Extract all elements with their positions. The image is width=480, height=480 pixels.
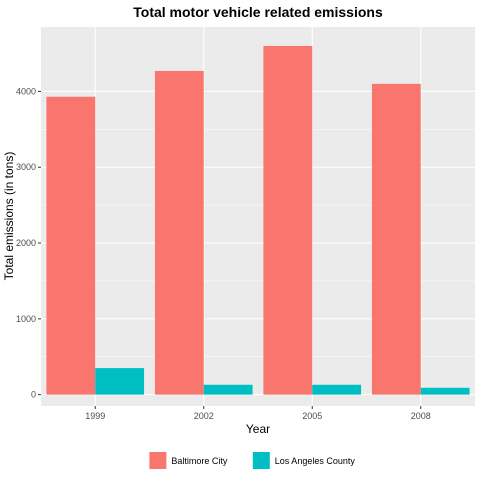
x-axis-title: Year xyxy=(246,422,270,436)
bar-baltimore-city-1999 xyxy=(46,96,96,395)
bar-baltimore-city-2002 xyxy=(154,70,204,395)
y-tick-label: 3000 xyxy=(16,162,36,172)
legend-swatch xyxy=(252,452,270,469)
chart-title: Total motor vehicle related emissions xyxy=(133,4,383,20)
y-tick-label: 2000 xyxy=(16,238,36,248)
x-tick-label: 2002 xyxy=(194,411,214,421)
y-tick-label: 4000 xyxy=(16,86,36,96)
y-tick-label: 1000 xyxy=(16,314,36,324)
bar-baltimore-city-2005 xyxy=(263,45,313,395)
x-tick-label: 2005 xyxy=(302,411,322,421)
legend-label: Los Angeles County xyxy=(275,456,356,466)
x-tick-label: 1999 xyxy=(85,411,105,421)
bar-los-angeles-county-2005 xyxy=(312,384,362,395)
legend-label: Baltimore City xyxy=(171,456,228,466)
x-tick-label: 2008 xyxy=(411,411,431,421)
y-axis-title: Total emissions (in tons) xyxy=(2,152,16,281)
bar-los-angeles-county-1999 xyxy=(95,368,145,395)
bars xyxy=(46,45,470,395)
x-axis-ticks: 1999 2002 2005 2008 xyxy=(85,406,431,421)
bar-los-angeles-county-2008 xyxy=(420,387,470,395)
legend: Baltimore City Los Angeles County xyxy=(149,452,355,469)
y-axis-ticks: 0 1000 2000 3000 4000 xyxy=(16,86,41,400)
bar-baltimore-city-2008 xyxy=(371,83,421,395)
y-tick-label: 0 xyxy=(31,390,36,400)
legend-swatch xyxy=(149,452,167,469)
bar-los-angeles-county-2002 xyxy=(203,384,253,395)
